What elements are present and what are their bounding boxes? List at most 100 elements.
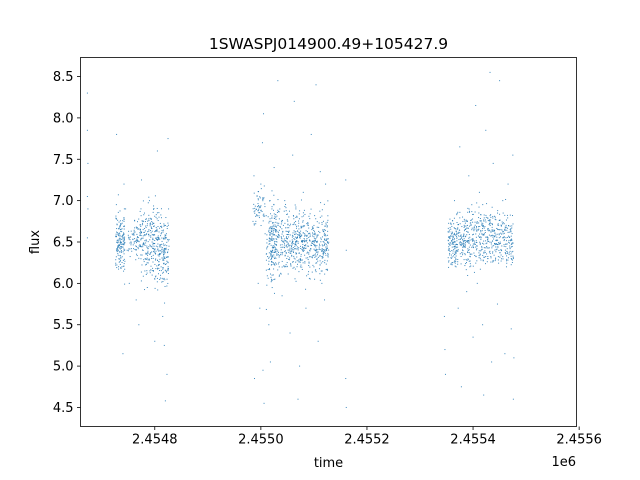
data-point bbox=[286, 219, 288, 221]
data-point bbox=[166, 228, 168, 230]
data-point bbox=[123, 233, 125, 235]
data-point bbox=[299, 235, 301, 237]
data-point bbox=[319, 245, 321, 247]
data-point bbox=[480, 236, 482, 238]
data-point bbox=[479, 257, 481, 259]
data-point bbox=[318, 222, 320, 224]
data-point bbox=[449, 231, 451, 233]
data-point bbox=[270, 250, 272, 252]
data-point bbox=[115, 249, 117, 251]
data-point bbox=[306, 237, 308, 239]
data-point bbox=[318, 248, 320, 250]
data-point bbox=[123, 225, 125, 227]
data-point bbox=[281, 233, 283, 235]
data-point bbox=[448, 236, 450, 238]
data-point bbox=[137, 240, 139, 242]
data-point bbox=[298, 247, 300, 249]
data-point bbox=[274, 249, 276, 251]
data-point bbox=[144, 270, 146, 272]
data-point bbox=[479, 254, 481, 256]
data-point bbox=[146, 225, 148, 227]
data-point bbox=[484, 232, 486, 234]
data-point bbox=[318, 243, 320, 245]
data-point bbox=[258, 212, 260, 214]
data-point bbox=[312, 241, 314, 243]
data-point bbox=[157, 239, 159, 241]
data-point bbox=[313, 230, 315, 232]
data-point bbox=[288, 216, 290, 218]
data-point bbox=[287, 224, 289, 226]
data-point bbox=[150, 227, 152, 229]
data-point bbox=[456, 222, 458, 224]
data-point bbox=[499, 256, 501, 258]
data-point bbox=[457, 250, 459, 252]
data-point bbox=[311, 271, 313, 273]
data-point bbox=[120, 246, 122, 248]
data-point bbox=[284, 266, 286, 268]
data-point bbox=[325, 254, 327, 256]
data-point bbox=[479, 242, 481, 244]
data-point bbox=[156, 218, 158, 220]
data-point bbox=[259, 307, 261, 309]
data-point bbox=[155, 237, 157, 239]
data-point bbox=[486, 203, 488, 205]
data-point bbox=[476, 242, 478, 244]
data-point bbox=[127, 234, 129, 236]
data-point bbox=[509, 247, 511, 249]
data-point bbox=[278, 211, 280, 213]
data-point bbox=[137, 228, 139, 230]
data-point bbox=[296, 240, 298, 242]
data-point bbox=[118, 221, 120, 223]
data-point bbox=[151, 234, 153, 236]
data-point bbox=[493, 238, 495, 240]
data-point bbox=[163, 254, 165, 256]
data-point bbox=[447, 257, 449, 259]
data-point bbox=[278, 261, 280, 263]
data-point bbox=[162, 255, 164, 257]
data-point bbox=[490, 230, 492, 232]
data-point bbox=[491, 224, 493, 226]
data-point bbox=[477, 235, 479, 237]
data-point bbox=[118, 247, 120, 249]
data-point bbox=[510, 264, 512, 266]
data-point bbox=[292, 240, 294, 242]
data-point bbox=[149, 239, 151, 241]
data-point bbox=[503, 240, 505, 242]
data-point bbox=[272, 249, 274, 251]
data-point bbox=[118, 257, 120, 259]
data-point bbox=[506, 214, 508, 216]
data-point bbox=[512, 255, 514, 257]
data-point bbox=[320, 262, 322, 264]
data-point bbox=[145, 218, 147, 220]
data-point bbox=[485, 240, 487, 242]
data-point bbox=[480, 214, 482, 216]
data-point bbox=[484, 226, 486, 228]
data-point bbox=[478, 206, 480, 208]
data-point bbox=[268, 228, 270, 230]
data-point bbox=[482, 233, 484, 235]
data-point bbox=[129, 242, 131, 244]
data-point bbox=[448, 261, 450, 263]
data-point bbox=[271, 236, 273, 238]
data-point bbox=[256, 206, 258, 208]
data-point bbox=[510, 231, 512, 233]
data-point bbox=[164, 251, 166, 253]
data-point bbox=[314, 215, 316, 217]
data-point bbox=[460, 256, 462, 257]
data-point bbox=[492, 236, 494, 238]
data-point bbox=[472, 233, 474, 235]
data-point bbox=[139, 244, 141, 246]
data-point bbox=[166, 245, 168, 247]
scatter-points bbox=[86, 71, 515, 408]
data-point bbox=[275, 221, 277, 223]
data-point bbox=[123, 239, 125, 241]
data-point bbox=[295, 220, 297, 222]
data-point bbox=[156, 212, 158, 214]
data-point bbox=[467, 207, 469, 209]
data-point bbox=[498, 219, 500, 221]
data-point bbox=[288, 249, 290, 251]
data-point bbox=[163, 243, 165, 245]
data-point bbox=[509, 236, 511, 238]
data-point bbox=[120, 241, 122, 243]
